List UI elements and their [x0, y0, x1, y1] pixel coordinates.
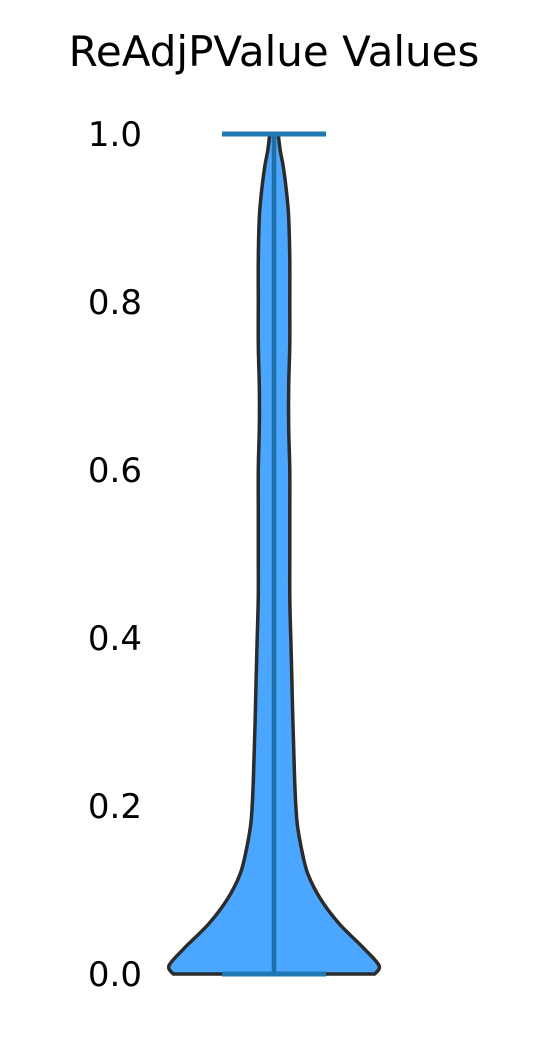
- y-tick-label: 1.0: [88, 115, 142, 155]
- y-axis-ticks: 0.0 0.2 0.4 0.6 0.8 1.0: [88, 115, 142, 995]
- y-tick-label: 0.6: [88, 451, 142, 491]
- y-tick-label: 0.8: [88, 283, 142, 323]
- y-tick-label: 0.4: [88, 619, 142, 659]
- y-tick-label: 0.0: [88, 955, 142, 995]
- y-tick-label: 0.2: [88, 787, 142, 827]
- plot-area: [166, 131, 382, 977]
- chart-title: ReAdjPValue Values: [69, 27, 480, 76]
